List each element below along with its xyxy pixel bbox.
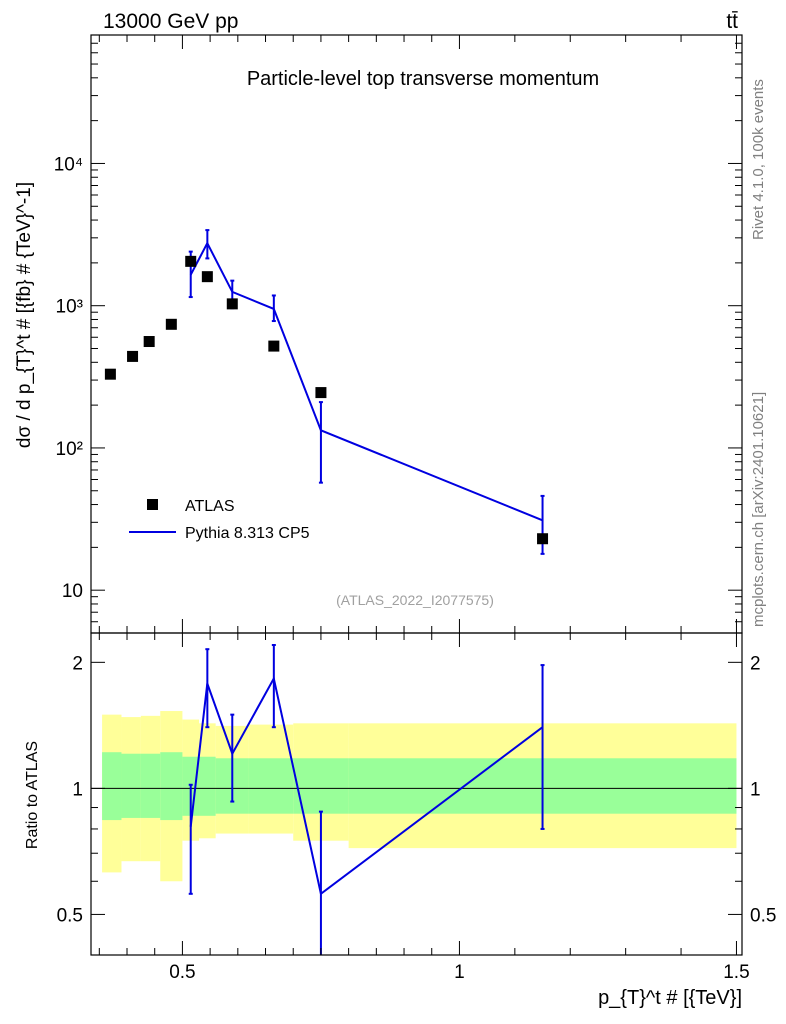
data-point xyxy=(127,350,139,362)
legend: ATLAS Pythia 8.313 CP5 xyxy=(129,498,310,542)
energy-label: 13000 GeV pp xyxy=(103,10,238,33)
y-tick-label: 10 xyxy=(62,581,83,602)
inner-uncertainty-band xyxy=(140,753,161,818)
x-tick-label: 0.5 xyxy=(169,962,195,983)
data-point xyxy=(315,387,327,399)
ratio-y-tick-label-left: 2 xyxy=(72,653,83,674)
mc-line xyxy=(189,241,543,522)
inner-uncertainty-band xyxy=(160,752,183,821)
x-tick-label: 1.5 xyxy=(723,962,749,983)
ratio-panel: 0.5 0.5 1 1 2 2 0.5 1 1.5 Ratio to ATLAS p_{T}^t… xyxy=(24,632,777,1009)
legend-data-marker xyxy=(147,499,158,510)
legend-mc-label: Pythia 8.313 CP5 xyxy=(185,525,310,542)
data-point xyxy=(165,318,177,330)
inner-uncertainty-band xyxy=(102,752,122,821)
legend-data-label: ATLAS xyxy=(185,498,235,515)
data-point xyxy=(143,336,155,348)
inner-uncertainty-band xyxy=(121,753,141,818)
inner-uncertainty-band xyxy=(293,758,349,814)
ratio-y-tick-label-right: 0.5 xyxy=(750,905,776,926)
mcplots-label: mcplots.cern.ch [arXiv:2401.10621] xyxy=(750,392,767,627)
y-tick-label: 10³ xyxy=(56,297,83,318)
inner-uncertainty-band xyxy=(248,758,294,814)
main-y-axis-label: dσ / d p_{T}^t # [{fb} # {TeV}^-1] xyxy=(14,182,35,448)
data-point xyxy=(185,255,197,267)
data-point xyxy=(226,298,238,310)
rivet-label: Rivet 4.1.0, 100k events xyxy=(750,79,767,240)
chart-title: Particle-level top transverse momentum xyxy=(247,68,599,90)
ratio-y-tick-label-right: 1 xyxy=(750,779,761,800)
main-axis-ticks xyxy=(91,34,742,634)
main-panel: Particle-level top transverse momentum 1… xyxy=(14,34,743,634)
y-tick-label: 10² xyxy=(56,439,83,460)
x-tick-label: 1 xyxy=(454,962,465,983)
data-point xyxy=(201,271,213,283)
ratio-y-tick-label-left: 0.5 xyxy=(57,905,83,926)
ratio-y-axis-label: Ratio to ATLAS xyxy=(24,741,41,849)
data-point xyxy=(104,368,116,380)
data-point xyxy=(537,533,549,545)
ratio-mc-series xyxy=(188,643,545,955)
y-tick-label: 10⁴ xyxy=(54,154,83,175)
ratio-plot-frame xyxy=(90,632,743,956)
data-uncertainty-bands xyxy=(102,711,737,882)
ratio-mc-line xyxy=(189,675,544,896)
ratio-axis-ticks xyxy=(91,633,742,956)
mc-series xyxy=(188,229,545,555)
ratio-y-tick-label-left: 1 xyxy=(72,779,83,800)
ratio-tick-labels: 0.5 0.5 1 1 2 2 0.5 1 1.5 xyxy=(57,653,777,983)
main-plot-frame xyxy=(90,34,743,634)
inner-uncertainty-band xyxy=(199,756,216,816)
analysis-label: (ATLAS_2022_I2077575) xyxy=(336,592,494,608)
main-y-tick-labels: 10 10² 10³ 10⁴ xyxy=(54,154,83,602)
x-axis-label: p_{T}^t # [{TeV}] xyxy=(598,987,742,1009)
process-label: tt̄ xyxy=(726,10,738,33)
data-point xyxy=(268,340,280,352)
ratio-y-tick-label-right: 2 xyxy=(750,653,761,674)
data-series xyxy=(104,255,549,545)
